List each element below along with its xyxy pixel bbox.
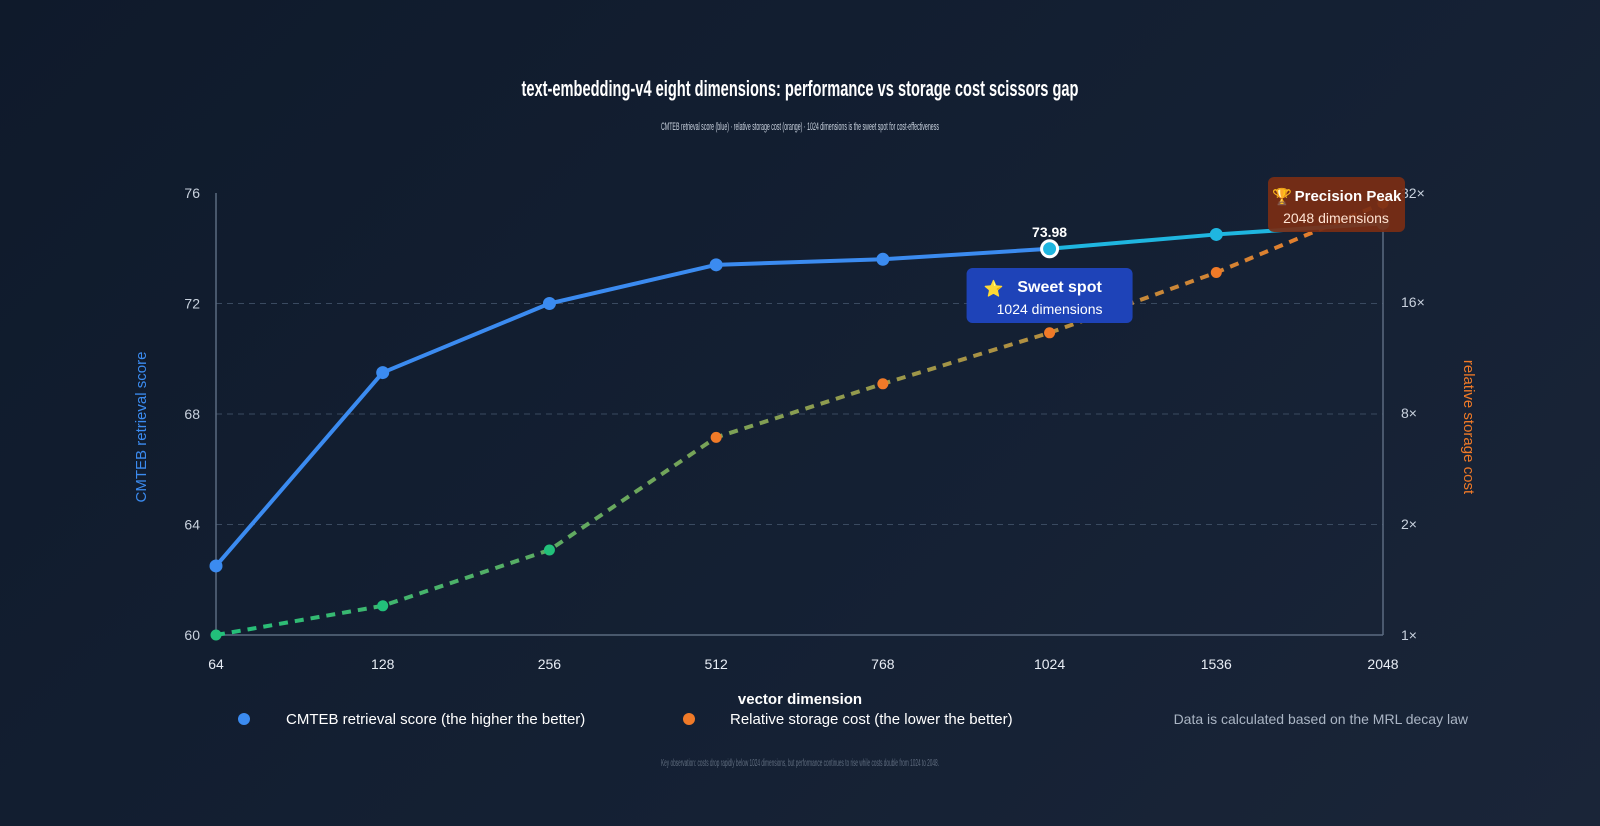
y-tick-label-left: 64: [184, 517, 200, 533]
legend-label-score: CMTEB retrieval score (the higher the be…: [286, 711, 585, 728]
sweet-spot-title: Sweet spot: [1017, 279, 1102, 296]
y-tick-label-right: 32×: [1401, 185, 1425, 201]
x-axis-label: vector dimension: [738, 691, 862, 708]
axes: 60 64 68 72 76 1× 2× 8× 16× 32× 64 128 256 512 768 1024…: [184, 185, 1424, 672]
legend-item-cost[interactable]: Relative storage cost (the lower the bet…: [683, 711, 1013, 728]
trophy-icon: 🏆: [1272, 187, 1292, 206]
y-axis-right-label: relative storage cost: [1460, 360, 1477, 495]
cost-point[interactable]: [1210, 267, 1222, 279]
star-icon: ⭐: [984, 279, 1004, 298]
y-axis-left-label: CMTEB retrieval score: [133, 352, 150, 503]
y-tick-label-right: 2×: [1401, 516, 1417, 532]
precision-peak-callout: [1268, 177, 1405, 232]
x-tick-label: 256: [538, 656, 562, 672]
x-tick-label: 512: [704, 656, 728, 672]
sweet-spot-subtitle: 1024 dimensions: [997, 301, 1103, 317]
footnote: Key observation: costs drop rapidly belo…: [661, 758, 939, 769]
cost-point[interactable]: [877, 378, 889, 390]
data-label-1024: 73.98: [1032, 224, 1067, 240]
score-point[interactable]: [876, 252, 890, 266]
x-tick-label: 128: [371, 656, 395, 672]
source-note: Data is calculated based on the MRL deca…: [1174, 711, 1469, 727]
y-tick-label-right: 8×: [1401, 405, 1417, 421]
score-point[interactable]: [1209, 227, 1223, 241]
precision-peak-title: Precision Peak: [1295, 188, 1402, 205]
cost-point[interactable]: [1044, 327, 1056, 339]
cost-point[interactable]: [710, 431, 722, 443]
score-point[interactable]: [709, 258, 723, 272]
y-tick-label-left: 76: [184, 185, 200, 201]
y-tick-label-left: 72: [184, 296, 200, 312]
x-tick-label: 64: [208, 656, 224, 672]
chart-title: text-embedding-v4 eight dimensions: perf…: [522, 76, 1079, 101]
sweet-spot-callout: [966, 268, 1133, 323]
cost-point[interactable]: [210, 629, 222, 641]
x-tick-label: 2048: [1367, 656, 1398, 672]
x-tick-label: 1536: [1201, 656, 1232, 672]
cost-point[interactable]: [543, 544, 555, 556]
x-tick-label: 768: [871, 656, 895, 672]
score-point[interactable]: [209, 559, 223, 573]
score-series-line: [214, 246, 1050, 568]
series: [209, 197, 1390, 641]
legend: CMTEB retrieval score (the higher the be…: [238, 711, 1469, 728]
grid: [216, 303, 1383, 525]
y-tick-label-right: 16×: [1401, 294, 1425, 310]
cost-series-line: [215, 201, 1384, 637]
legend-label-cost: Relative storage cost (the lower the bet…: [730, 711, 1013, 728]
y-tick-label-left: 60: [184, 627, 200, 643]
legend-item-score[interactable]: CMTEB retrieval score (the higher the be…: [238, 711, 585, 728]
cost-point[interactable]: [377, 600, 389, 612]
score-point[interactable]: [542, 297, 556, 310]
score-point[interactable]: [376, 366, 390, 380]
legend-marker-score: [238, 713, 250, 725]
chart-subtitle: CMTEB retrieval score (blue) · relative …: [661, 121, 939, 133]
y-tick-label-right: 1×: [1401, 627, 1417, 643]
legend-marker-cost: [683, 713, 695, 725]
score-point-highlight[interactable]: [1040, 239, 1060, 259]
y-tick-label-left: 68: [184, 406, 200, 422]
x-tick-label: 1024: [1034, 656, 1065, 672]
annotations: 73.98 ⭐ Sweet spot 1024 dimensions 🏆 Precisio…: [966, 177, 1405, 323]
precision-peak-subtitle: 2048 dimensions: [1283, 210, 1389, 226]
